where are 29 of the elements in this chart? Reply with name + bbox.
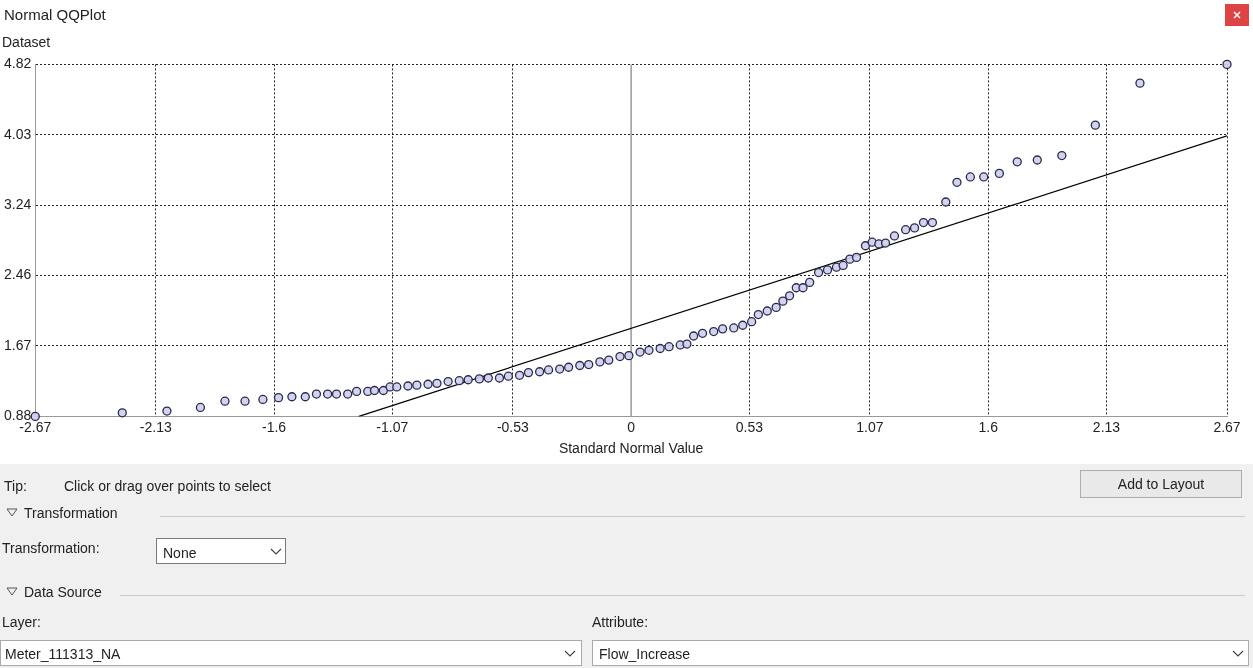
y-tick-label: 4.03 [4, 125, 32, 142]
text: Add to Layout [1080, 470, 1242, 498]
text: Flow_Increase [592, 640, 1249, 666]
x-tick-label: -0.53 [496, 418, 529, 435]
text: Meter_111313_NA [0, 640, 582, 666]
text: Transformation: [2, 540, 100, 556]
text: Transformation [24, 505, 118, 521]
x-tick-label: 1.07 [856, 418, 884, 435]
text: Attribute: [592, 614, 649, 630]
text: Layer: [2, 614, 41, 630]
x-tick-label: 0.53 [735, 418, 764, 435]
y-tick-label: 2.46 [4, 266, 32, 283]
x-tick-label: -1.6 [261, 418, 287, 435]
x-tick-label: 1.6 [978, 418, 999, 435]
y-tick-label: 4.82 [4, 55, 32, 72]
text: Click or drag over points to select [64, 478, 271, 494]
x-tick-label: 0 [627, 418, 636, 435]
text: None [156, 538, 286, 564]
x-tick-label: 2.13 [1092, 418, 1121, 435]
y-tick-label: 3.24 [4, 196, 32, 213]
text: Data Source [24, 584, 102, 600]
chart-title: Normal QQPlot [4, 6, 106, 23]
y-tick-label: 1.67 [4, 336, 32, 353]
x-tick-label: -1.07 [376, 418, 409, 435]
x-axis-title: Standard Normal Value [558, 440, 704, 457]
x-tick-label: 2.67 [1213, 418, 1241, 435]
x-tick-label: -2.13 [139, 418, 172, 435]
y-axis-title: Dataset [2, 34, 51, 50]
text: Tip: [4, 478, 27, 494]
